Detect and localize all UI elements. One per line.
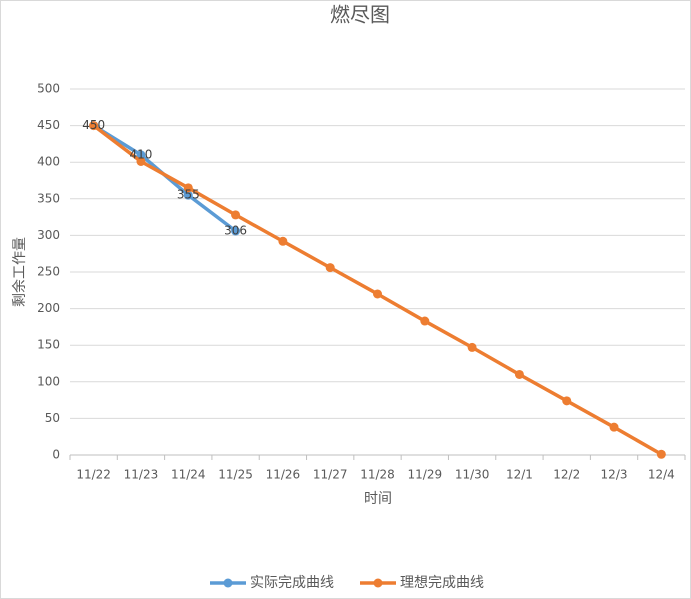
series-marker: [231, 226, 241, 236]
x-tick-label: 11/22: [76, 468, 111, 482]
series-marker: [562, 396, 572, 406]
data-label: 306: [224, 224, 247, 238]
series-marker: [514, 369, 524, 379]
y-tick-label: 350: [37, 191, 60, 205]
data-label: 355: [177, 188, 200, 202]
x-tick-label: 11/28: [360, 468, 395, 482]
series-marker: [89, 121, 99, 131]
y-axis-label: 剩余工作量: [11, 237, 28, 307]
y-tick-label: 300: [37, 228, 60, 242]
y-tick-label: 50: [45, 411, 60, 425]
y-tick-label: 0: [52, 448, 60, 462]
series-marker: [467, 342, 477, 352]
y-tick-label: 150: [37, 338, 60, 352]
series-marker: [136, 150, 146, 160]
y-tick-label: 500: [37, 82, 60, 96]
series-marker: [609, 422, 619, 432]
series-marker: [373, 289, 382, 299]
x-tick-label: 11/27: [313, 468, 348, 482]
x-tick-label: 11/24: [171, 468, 206, 482]
legend-label: 实际完成曲线: [250, 575, 334, 591]
y-tick-label: 400: [37, 155, 60, 169]
x-tick-label: 11/29: [408, 468, 443, 482]
series-marker: [656, 449, 666, 459]
y-tick-label: 450: [37, 118, 60, 132]
series-marker: [231, 210, 241, 220]
y-tick-label: 100: [37, 374, 60, 388]
series-marker: [278, 236, 288, 246]
x-tick-label: 11/26: [266, 468, 301, 482]
data-label: 450: [82, 118, 105, 132]
legend-marker: [373, 578, 383, 588]
series-marker: [183, 183, 193, 193]
x-tick-label: 11/23: [124, 468, 159, 482]
data-label: 410: [130, 147, 153, 161]
chart-title: 燃尽图: [330, 3, 390, 27]
legend-label: 理想完成曲线: [400, 575, 484, 591]
x-tick-label: 11/30: [455, 468, 490, 482]
legend-marker: [223, 578, 233, 588]
x-axis-label: 时间: [364, 491, 392, 507]
x-tick-label: 12/4: [648, 468, 675, 482]
series-marker: [420, 316, 430, 326]
x-tick-label: 12/3: [601, 468, 628, 482]
series-marker: [183, 190, 193, 200]
y-tick-label: 250: [37, 265, 60, 279]
y-tick-label: 200: [37, 301, 60, 315]
series-marker: [136, 156, 146, 166]
x-tick-label: 11/25: [218, 468, 253, 482]
x-tick-label: 12/1: [506, 468, 533, 482]
x-tick-label: 12/2: [553, 468, 580, 482]
series-marker: [325, 263, 335, 273]
